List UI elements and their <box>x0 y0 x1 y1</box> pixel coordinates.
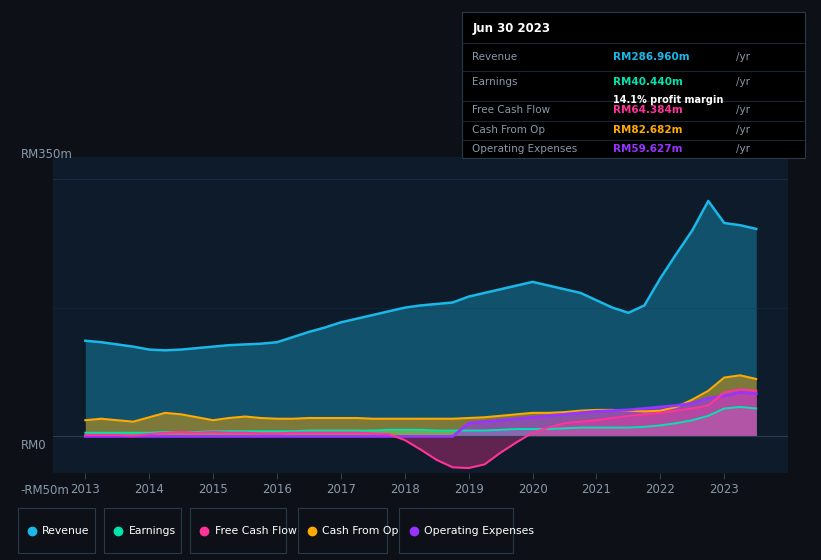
Text: Free Cash Flow: Free Cash Flow <box>472 105 550 115</box>
Text: Operating Expenses: Operating Expenses <box>424 526 534 535</box>
Text: Revenue: Revenue <box>43 526 89 535</box>
Text: Earnings: Earnings <box>472 77 518 87</box>
Text: RM286.960m: RM286.960m <box>613 52 690 62</box>
Text: -RM50m: -RM50m <box>21 483 70 497</box>
Text: /yr: /yr <box>736 52 750 62</box>
Text: /yr: /yr <box>736 105 750 115</box>
Text: Jun 30 2023: Jun 30 2023 <box>472 22 550 35</box>
Text: 14.1% profit margin: 14.1% profit margin <box>613 95 723 105</box>
Text: RM0: RM0 <box>21 438 46 452</box>
Text: Cash From Op: Cash From Op <box>323 526 399 535</box>
Text: Earnings: Earnings <box>129 526 176 535</box>
Text: /yr: /yr <box>736 77 750 87</box>
Text: RM82.682m: RM82.682m <box>613 124 682 134</box>
Text: RM350m: RM350m <box>21 147 72 161</box>
Text: /yr: /yr <box>736 143 750 153</box>
Text: Free Cash Flow: Free Cash Flow <box>215 526 296 535</box>
Text: RM64.384m: RM64.384m <box>613 105 683 115</box>
Text: RM59.627m: RM59.627m <box>613 143 682 153</box>
FancyBboxPatch shape <box>462 12 805 158</box>
Text: /yr: /yr <box>736 124 750 134</box>
Text: Cash From Op: Cash From Op <box>472 124 545 134</box>
Text: RM40.440m: RM40.440m <box>613 77 683 87</box>
Text: Revenue: Revenue <box>472 52 517 62</box>
Text: Operating Expenses: Operating Expenses <box>472 143 577 153</box>
